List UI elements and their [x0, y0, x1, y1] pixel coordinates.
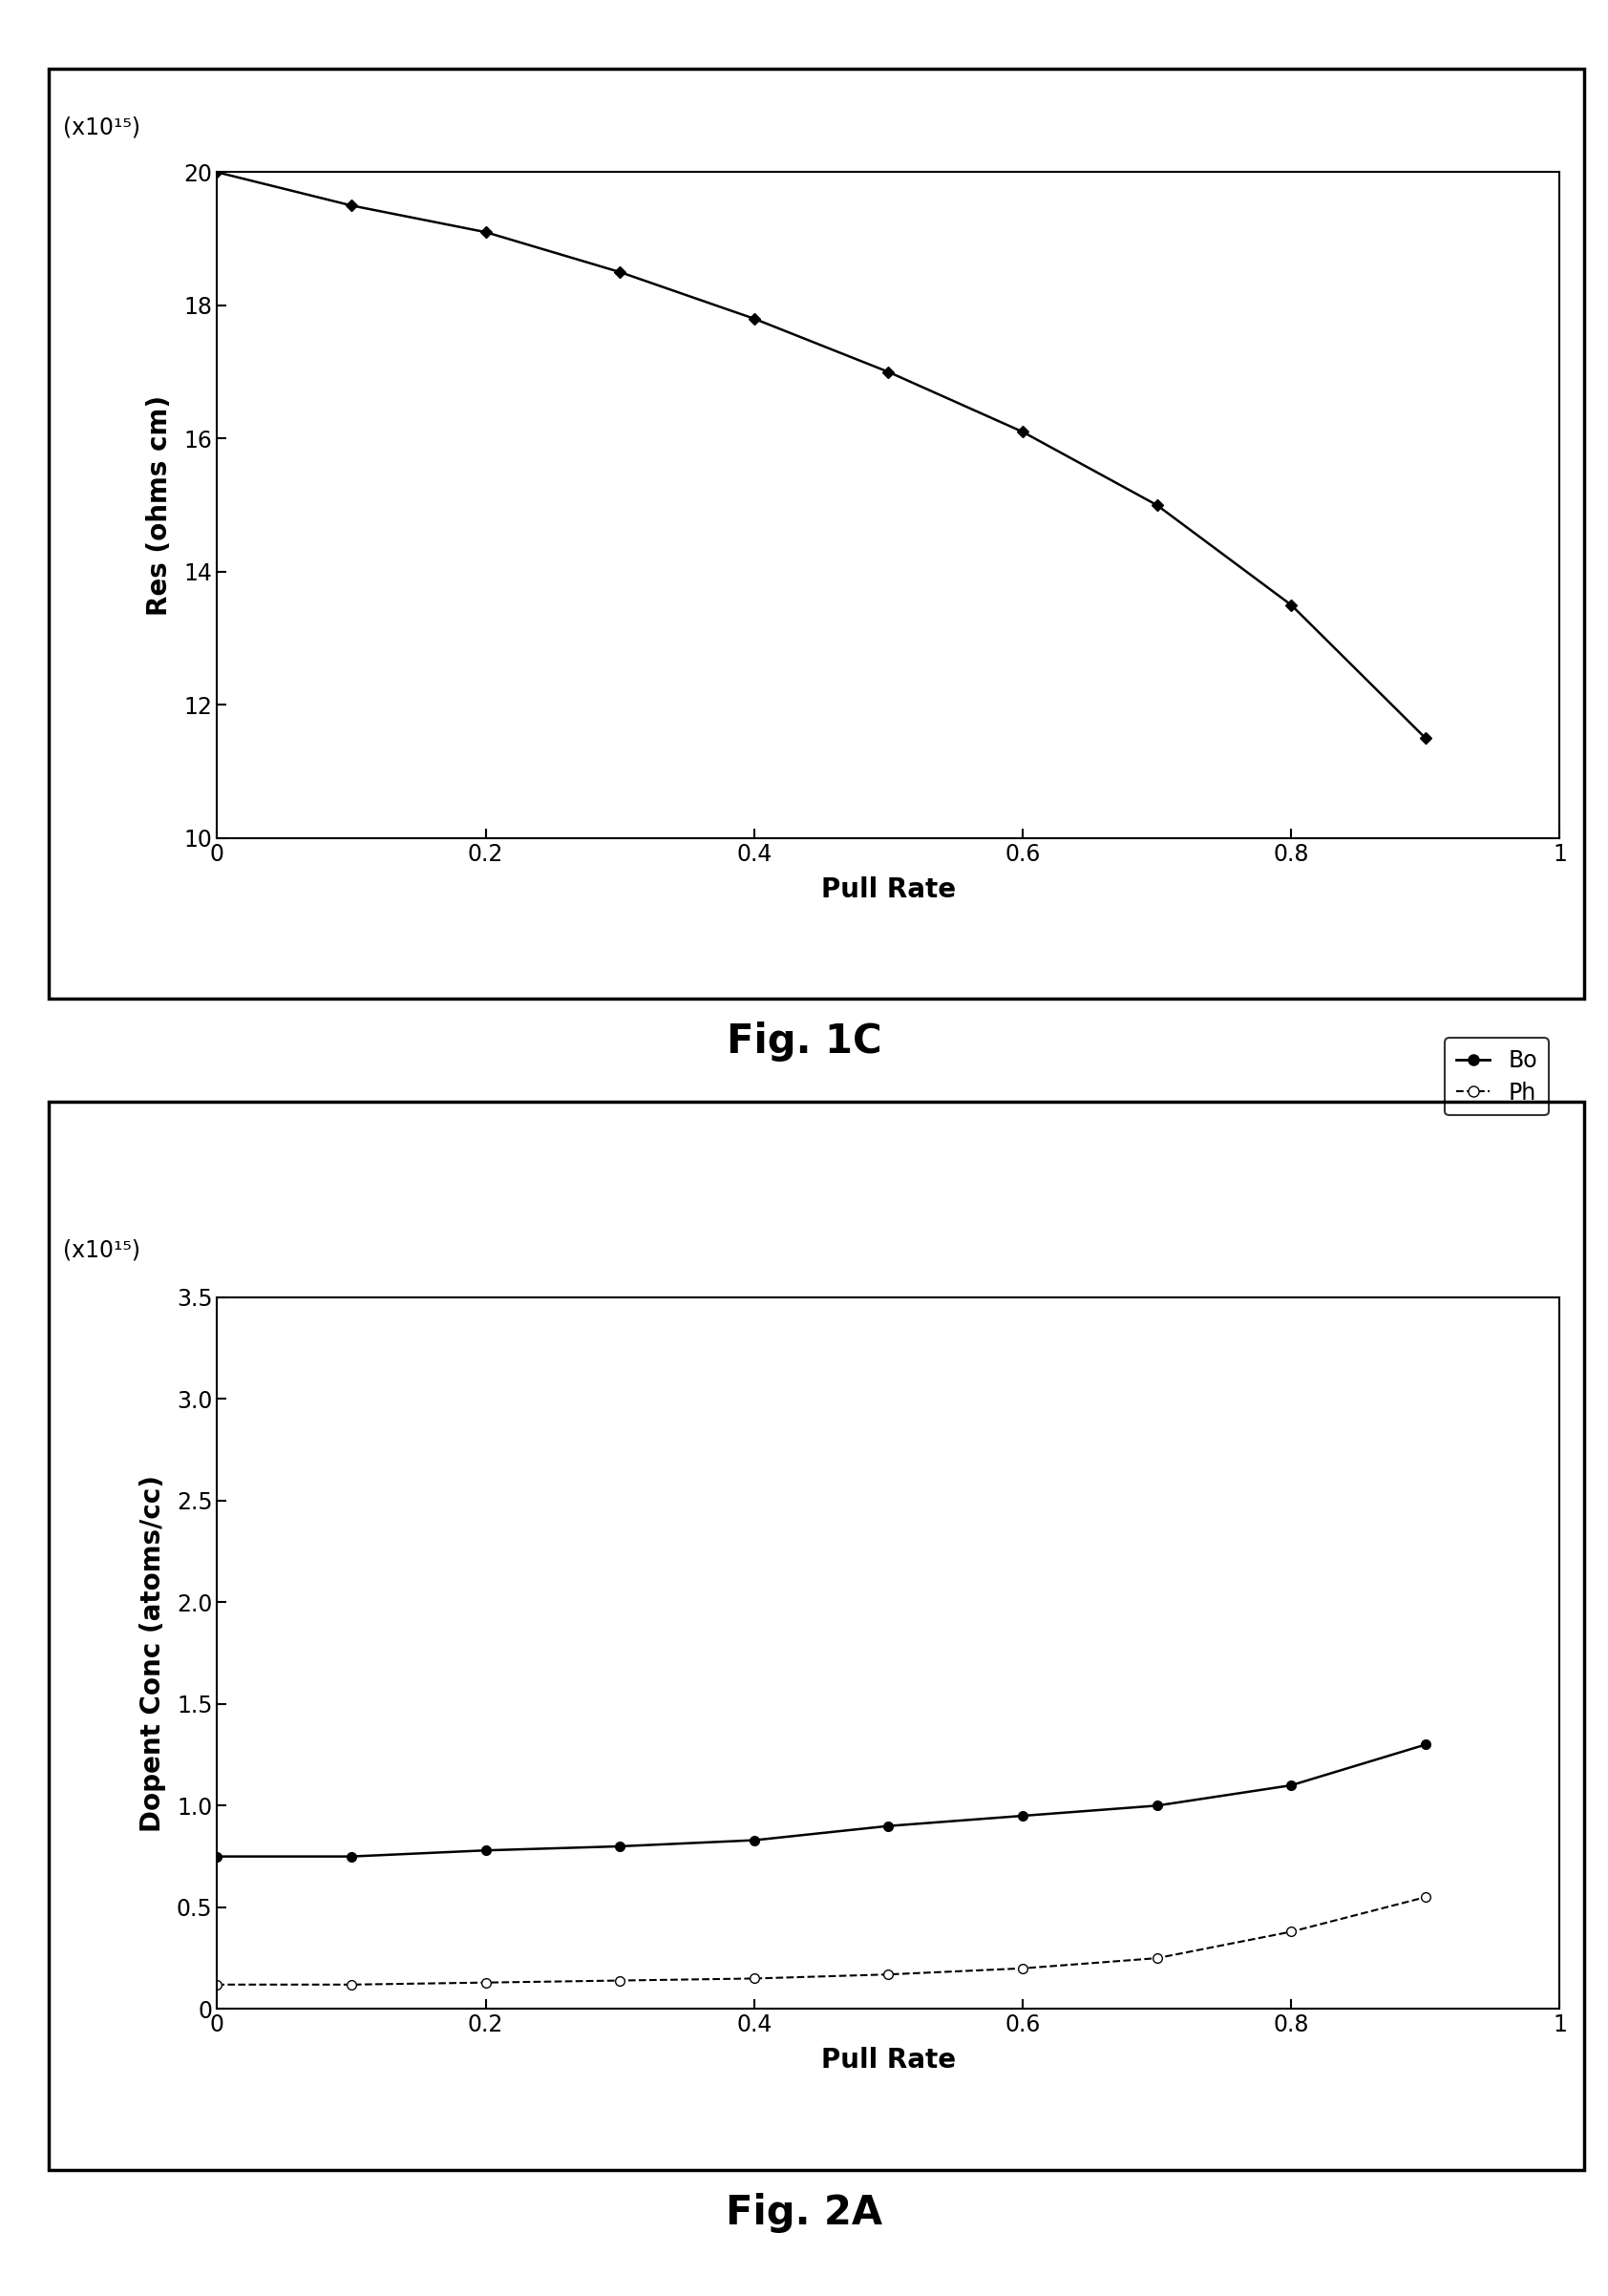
Text: Fig. 2A: Fig. 2A — [725, 2193, 883, 2232]
Bo — [1417, 1731, 1436, 1759]
Text: (x10¹⁵): (x10¹⁵) — [63, 117, 140, 138]
Line: Ph: Ph — [212, 1892, 1430, 1988]
Legend: Bo, Ph: Bo, Ph — [1446, 1038, 1549, 1116]
Y-axis label: Dopent Conc (atoms/cc): Dopent Conc (atoms/cc) — [140, 1474, 166, 1832]
Bo — [207, 1844, 227, 1871]
Text: Fig. 1C: Fig. 1C — [727, 1022, 881, 1061]
Text: (x10¹⁵): (x10¹⁵) — [63, 1240, 140, 1261]
Ph — [1282, 1917, 1301, 1945]
Y-axis label: Res (ohms cm): Res (ohms cm) — [146, 395, 174, 615]
Ph — [476, 1968, 495, 1995]
Ph — [1417, 1883, 1436, 1910]
Bo — [1013, 1802, 1032, 1830]
Bo — [880, 1812, 899, 1839]
Bo — [343, 1844, 362, 1871]
Ph — [611, 1968, 630, 1995]
Bo — [476, 1837, 495, 1864]
Bo — [1282, 1773, 1301, 1800]
Bo — [1148, 1791, 1167, 1818]
Ph — [343, 1970, 362, 1998]
Ph — [745, 1965, 764, 1993]
X-axis label: Pull Rate: Pull Rate — [822, 877, 955, 902]
Bo — [745, 1825, 764, 1853]
Bo — [611, 1832, 630, 1860]
Ph — [880, 1961, 899, 1988]
X-axis label: Pull Rate: Pull Rate — [822, 2048, 955, 2073]
Ph — [1148, 1945, 1167, 1972]
Ph — [1013, 1954, 1032, 1981]
Ph — [207, 1970, 227, 1998]
Line: Bo: Bo — [212, 1740, 1430, 1862]
